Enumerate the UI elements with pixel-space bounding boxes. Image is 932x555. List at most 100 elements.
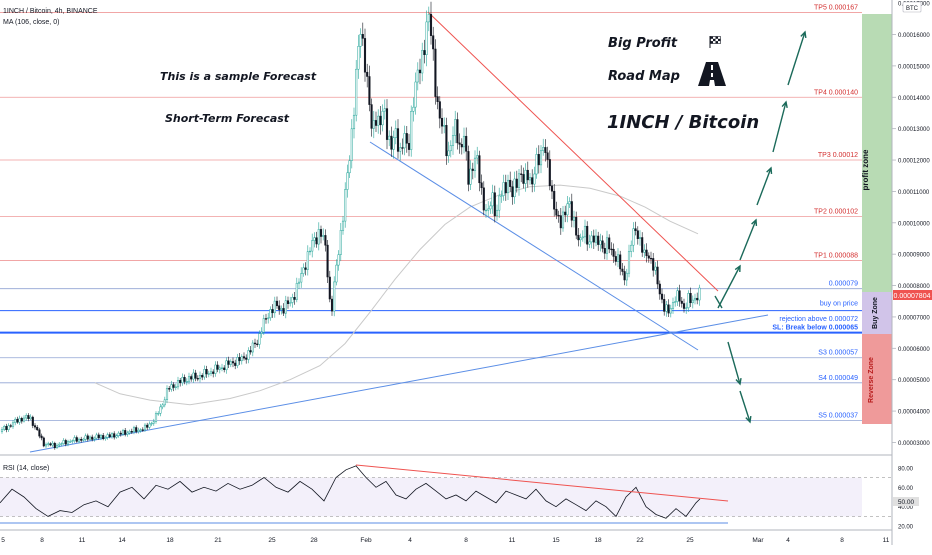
time-tick-label: 11 <box>883 537 890 544</box>
road-icon <box>698 62 726 86</box>
candle-body <box>504 182 507 194</box>
candle-body <box>278 305 281 310</box>
candle-body <box>616 254 620 262</box>
candle-body <box>418 69 422 74</box>
candle-body <box>370 104 373 129</box>
candle-body <box>179 380 182 384</box>
candle-body <box>110 433 114 437</box>
candle-body <box>203 369 206 378</box>
candle-body <box>368 76 371 105</box>
candle-body <box>636 230 639 239</box>
currency-badge-box <box>902 1 922 13</box>
candle-body <box>282 308 285 314</box>
time-axis: 5 8 11 14 18 21 25 28 Feb 4 8 11 15 18 22 25 Mar 4 8 11 <box>1 537 890 544</box>
candle-body <box>163 399 166 406</box>
candle-body <box>544 147 547 153</box>
candle-body <box>396 128 400 152</box>
candle-body <box>614 256 617 262</box>
candle-body <box>476 155 479 159</box>
candle-body <box>531 177 534 185</box>
candle-body <box>383 108 386 112</box>
candle-body <box>315 237 318 245</box>
candle-body <box>678 290 681 302</box>
candle-body <box>645 249 648 257</box>
candle-body <box>480 182 483 189</box>
candle-body <box>154 413 158 422</box>
candle-body <box>172 384 175 388</box>
candle-body <box>280 308 283 310</box>
candle-body <box>443 125 446 127</box>
level-label: rejection above 0.000072 <box>779 316 858 323</box>
candle-body <box>405 133 408 144</box>
resistance-trendline <box>427 11 719 292</box>
candle-body <box>570 201 573 221</box>
candle-body <box>60 443 63 445</box>
candle-body <box>388 135 391 140</box>
candle-body <box>671 302 675 309</box>
candle-body <box>333 281 336 312</box>
level-lines <box>0 12 862 421</box>
candle-body <box>599 240 602 245</box>
candle-body <box>326 244 329 278</box>
candle-body <box>506 179 510 194</box>
candle-body <box>152 421 155 424</box>
candle-body <box>482 187 485 211</box>
candle-body <box>440 117 444 127</box>
candle-body <box>209 371 213 374</box>
candle-body <box>84 435 87 440</box>
candle-body <box>231 361 235 364</box>
current-price-label: 0.00007804 <box>894 293 931 300</box>
candle-body <box>566 203 569 216</box>
forecast-arrow-head <box>735 377 742 386</box>
candle-body <box>328 276 331 300</box>
forecast-arrow <box>727 341 741 385</box>
candle-body <box>159 406 162 414</box>
price-tick-label: 0.00016000 <box>898 33 930 39</box>
candle-body <box>465 135 468 152</box>
candle-body <box>647 255 650 259</box>
candle-body <box>372 120 375 129</box>
rsi-tick-label: 20.00 <box>898 525 914 531</box>
candle-body <box>366 71 369 77</box>
candle-body <box>561 211 565 229</box>
forecast-arrow-head <box>745 415 752 424</box>
candle-body <box>16 418 19 423</box>
candle-body <box>198 375 202 379</box>
candle-body <box>568 201 571 205</box>
candle-body <box>458 142 461 145</box>
candle-body <box>412 106 415 112</box>
level-label: TP3 0.00012 <box>818 152 858 159</box>
candle-body <box>627 251 631 274</box>
candle-body <box>207 373 210 375</box>
time-tick-label: 25 <box>268 537 276 544</box>
candle-body <box>524 169 527 184</box>
currency-badge[interactable]: BTC <box>906 6 919 12</box>
level-label: TP5 0.000167 <box>814 5 858 12</box>
candle-body <box>36 426 39 431</box>
candle-body <box>170 384 173 390</box>
candle-body <box>256 343 259 345</box>
candle-body <box>471 168 474 171</box>
forecast-arrow-head <box>781 100 788 109</box>
candle-body <box>355 68 358 116</box>
candle-body <box>592 235 595 243</box>
ma-polyline <box>94 184 699 406</box>
candle-body <box>185 381 188 383</box>
candle-body <box>680 300 683 304</box>
candle-body <box>7 425 10 430</box>
candle-body <box>361 34 364 39</box>
candle-body <box>438 101 441 119</box>
price-tick-label: 0.00005000 <box>898 378 930 384</box>
candle-body <box>348 160 351 174</box>
candle-body <box>227 360 230 365</box>
candle-body <box>520 173 523 175</box>
candle-body <box>18 418 21 423</box>
candle-body <box>410 111 413 150</box>
candle-body <box>557 214 560 217</box>
price-tick-label: 0.00006000 <box>898 347 930 353</box>
candle-body <box>579 237 582 241</box>
price-tick-label: 0.00009000 <box>898 253 930 259</box>
candle-body <box>126 432 129 435</box>
rsi-resistance-trendline <box>355 464 729 502</box>
